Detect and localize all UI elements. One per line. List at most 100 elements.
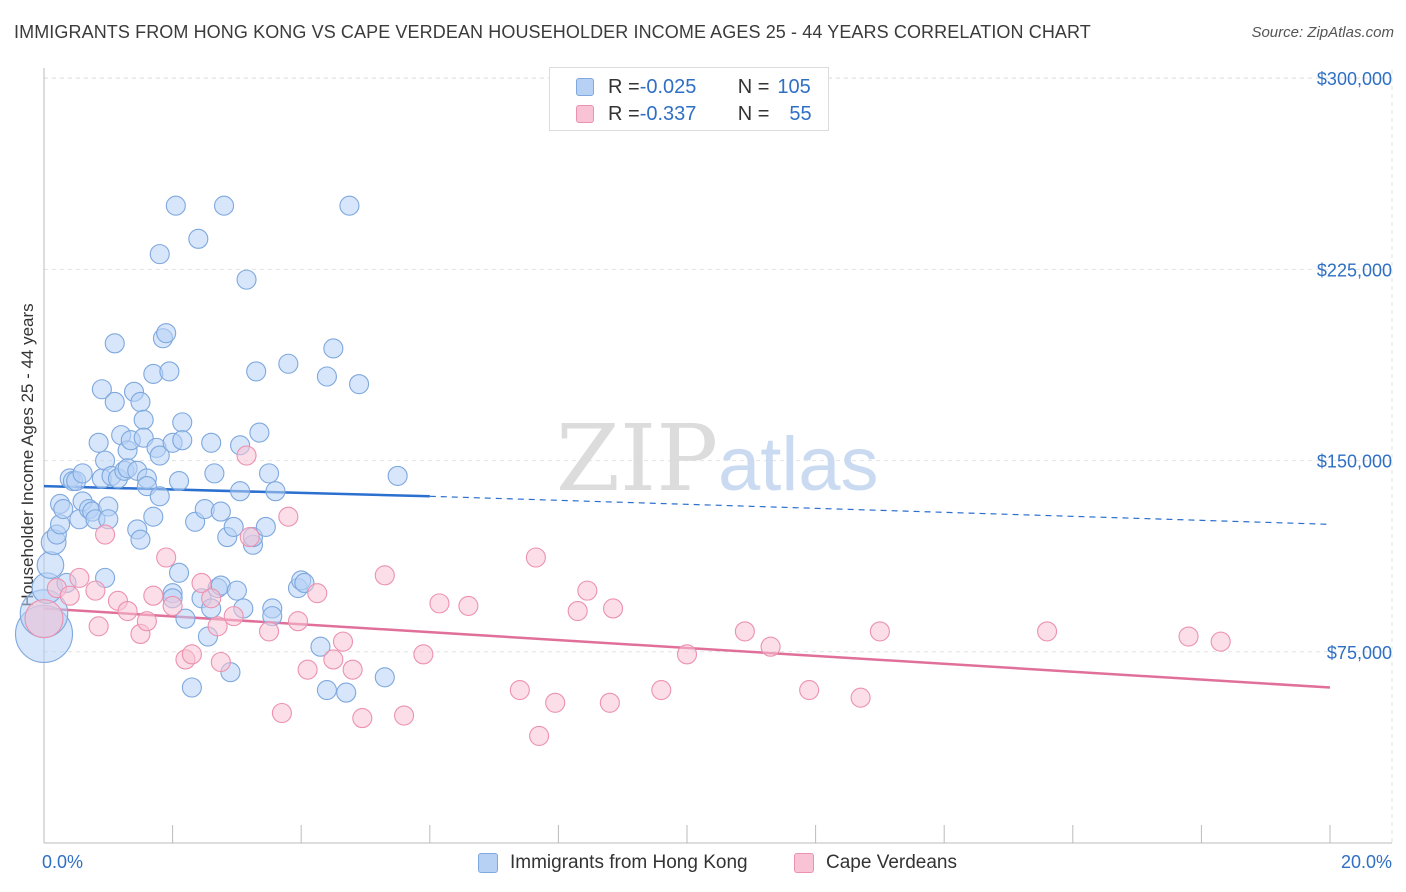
cape-verdean-point — [1037, 621, 1058, 642]
x-tick-label-min: 0.0% — [42, 852, 84, 872]
cape-verdean-point — [599, 692, 620, 713]
cape-verdean-point — [258, 621, 280, 642]
r-label: R = — [608, 102, 640, 125]
cape-verdean-point — [1178, 626, 1199, 647]
cape-verdean-point — [352, 708, 373, 729]
hong-kong-point — [175, 608, 196, 629]
cape-verdean-point — [88, 616, 109, 637]
hong-kong-point — [316, 366, 337, 387]
cape-verdean-point — [529, 725, 550, 746]
hong-kong-point — [349, 374, 370, 395]
cape-verdean-point — [545, 692, 566, 713]
legend-item-cape-verdeans: Cape Verdeans — [794, 852, 957, 874]
cape-verdean-point — [429, 593, 450, 614]
hong-kong-point — [246, 361, 267, 382]
stats-legend: R = -0.025 N = 105 R = -0.337 N = 55 — [549, 67, 829, 131]
hong-kong-point — [53, 499, 74, 520]
cape-verdean-point — [323, 649, 344, 670]
hong-kong-trend-extension — [429, 495, 1331, 525]
hong-kong-point — [213, 195, 235, 216]
hong-kong-point — [130, 529, 151, 550]
hong-kong-point — [336, 682, 357, 703]
hong-kong-point — [143, 506, 164, 527]
hong-kong-point — [323, 338, 344, 359]
cape-verdean-point — [850, 687, 871, 708]
hong-kong-point — [223, 516, 244, 537]
hong-kong-point — [72, 463, 93, 484]
hong-kong-point — [130, 391, 151, 413]
hong-kong-point — [374, 667, 395, 688]
cape-verdean-point — [509, 679, 530, 701]
stats-legend-row-cape-verdeans: R = -0.337 N = 55 — [576, 101, 812, 127]
hong-kong-point — [149, 445, 170, 466]
hong-kong-point — [188, 228, 209, 249]
cape-verdean-point — [136, 611, 157, 632]
cape-verdean-point — [223, 606, 244, 627]
watermark-zip: ZIP — [556, 405, 718, 512]
r-label: R = — [608, 75, 640, 98]
legend-label: Cape Verdeans — [826, 852, 957, 873]
cape-verdean-point — [651, 679, 672, 701]
hong-kong-point — [159, 361, 180, 382]
hong-kong-point — [210, 501, 231, 522]
hong-kong-point — [156, 323, 177, 344]
hong-kong-point — [149, 486, 170, 507]
hong-kong-point — [172, 430, 193, 451]
blue-swatch — [478, 853, 498, 873]
hong-kong-point — [316, 679, 337, 701]
cape-verdean-point — [297, 659, 318, 680]
hong-kong-point — [258, 463, 280, 484]
hong-kong-point — [310, 636, 331, 657]
hong-kong-point — [204, 463, 225, 484]
cape-verdean-point — [307, 583, 328, 604]
cape-verdean-point — [59, 585, 80, 606]
cape-verdean-point — [525, 547, 546, 568]
cape-verdean-point — [210, 651, 231, 673]
cape-verdean-point — [869, 621, 890, 642]
hong-kong-point — [236, 269, 257, 290]
pink-swatch — [576, 105, 594, 123]
x-tick-label-max: 20.0% — [1340, 852, 1392, 872]
hong-kong-point — [168, 470, 190, 492]
cape-verdean-point — [69, 567, 90, 588]
cape-verdean-point — [181, 644, 202, 665]
cape-verdean-point — [676, 644, 698, 665]
hong-kong-point — [255, 516, 276, 537]
hong-kong-point — [230, 481, 251, 502]
blue-swatch — [576, 78, 594, 96]
y-tick-label: $300,000 — [1317, 69, 1392, 89]
watermark-atlas: atlas — [718, 422, 879, 507]
y-tick-labels: $75,000 $150,000 $225,000 $300,000 — [1317, 69, 1392, 663]
cape-verdean-point — [413, 644, 434, 665]
cape-verdean-point — [236, 445, 257, 466]
cape-verdean-point — [117, 600, 138, 622]
cape-verdean-point — [342, 659, 363, 680]
cape-verdean-point — [156, 547, 177, 568]
hong-kong-point — [149, 244, 170, 265]
cape-verdean-point — [1210, 631, 1231, 652]
pink-swatch — [794, 853, 814, 873]
axes — [43, 68, 1392, 844]
hong-kong-point — [339, 195, 360, 216]
cape-verdean-point — [760, 636, 781, 657]
hong-kong-point — [201, 432, 222, 453]
cape-verdean-point — [394, 705, 415, 726]
cape-verdean-point — [278, 506, 299, 527]
hong-kong-point — [91, 379, 112, 400]
cape-verdean-point — [374, 565, 395, 586]
cape-verdean-point — [332, 631, 354, 652]
cape-verdean-point — [143, 585, 164, 606]
legend-label: Immigrants from Hong Kong — [510, 852, 748, 873]
watermark: ZIP atlas — [556, 405, 879, 512]
cape-verdean-point — [201, 588, 222, 609]
legend-item-hong-kong: Immigrants from Hong Kong — [478, 852, 748, 874]
hong-kong-point — [226, 580, 247, 601]
hong-kong-point — [265, 481, 286, 502]
hong-kong-point — [88, 432, 109, 453]
source-credit: Source: ZipAtlas.com — [1251, 24, 1394, 41]
hong-kong-point — [278, 353, 299, 374]
hong-kong-point — [249, 422, 270, 443]
cape-verdean-point — [577, 580, 598, 601]
n-value: 105 — [777, 75, 811, 98]
cape-verdean-point — [239, 527, 260, 548]
